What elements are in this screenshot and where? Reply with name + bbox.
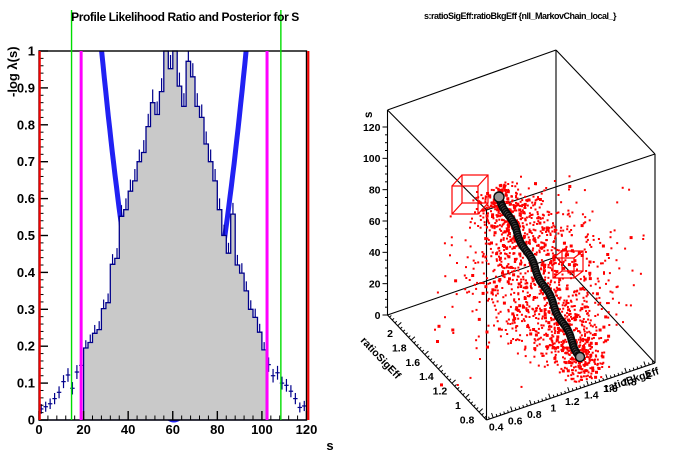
tick-label: 1.2: [433, 386, 448, 398]
sig-eff-axis: 0.8 1 1.2 1.4 1.6 1.8 2: [387, 315, 487, 426]
y-tick-label: 0.2: [17, 339, 35, 354]
x-tick-label: 80: [210, 422, 224, 437]
tick-label: 0.4: [489, 422, 504, 434]
chain-endcap-bottom: [574, 351, 586, 363]
mcmc-scatter3d-panel: 020406080100120s0.811.21.41.61.82ratioSi…: [358, 49, 661, 434]
z-tick-label: 60: [369, 216, 381, 228]
interval-marker-boxes: [451, 174, 584, 279]
tick-label: 1.4: [419, 371, 434, 383]
tick-label: 1.8: [392, 342, 407, 354]
z-axis-title: s: [363, 112, 375, 118]
x-tick-label: 120: [296, 422, 318, 437]
x-tick-label: 60: [166, 422, 180, 437]
profile-likelihood-panel: 0 20 40 60 80 100 120 0 0.1 0.2 0.3 0.4 0.5 0.6 0.7 0.8…: [5, 10, 334, 453]
tick-label: 2: [387, 328, 393, 340]
tick-label: 1.6: [603, 383, 618, 395]
y-tick-label: 0.1: [17, 376, 35, 391]
y-tick-label: 1: [28, 44, 35, 59]
y-tick-label: 0.6: [17, 191, 35, 206]
x-tick-label: 100: [251, 422, 273, 437]
marker-box-front: [451, 185, 479, 215]
z-tick-label: 120: [363, 122, 381, 134]
tick-label: 1.4: [584, 390, 599, 402]
y-tick-label: 0.4: [17, 265, 36, 280]
tick-label: 1.6: [406, 357, 421, 369]
x-tick-label: 0: [35, 422, 42, 437]
markov-chain-band: [493, 191, 586, 363]
z-tick-label: 0: [375, 310, 381, 322]
x-tick-label: 20: [76, 422, 90, 437]
y-tick-label: 0.3: [17, 302, 35, 317]
tick-label: 1.8: [622, 377, 637, 389]
tick-label: 1: [455, 400, 461, 412]
y-tick-label: 0: [28, 413, 35, 428]
right-plot-title: s:ratioSigEff:ratioBkgEff {nll_MarkovCha…: [423, 11, 617, 21]
tick-label: 0.6: [508, 415, 523, 427]
box-frame: [386, 49, 656, 421]
marker-box-back: [461, 174, 489, 204]
z-tick-label: 20: [369, 278, 381, 290]
y-tick-label: 0.8: [17, 117, 35, 132]
z-tick-label: 40: [369, 247, 381, 259]
bkg-eff-axis: 0.4 0.6 0.8 1 1.2 1.4 1.6 1.8 2: [488, 361, 654, 434]
bkg-eff-axis-title: ratioBkgEff: [603, 365, 661, 395]
tick-label: 2: [646, 370, 652, 382]
y-tick-label: 0.7: [17, 154, 35, 169]
z-tick-label: 100: [363, 153, 381, 165]
x-axis-title: s: [326, 438, 333, 453]
tick-label: 0.8: [527, 409, 542, 421]
chain-endcap-top: [493, 191, 505, 203]
z-axis: 0 20 40 60 80 100 120 s: [363, 112, 388, 322]
left-plot-title: Profile Likelihood Ratio and Posterior f…: [71, 10, 299, 24]
tick-label: 1.2: [565, 396, 580, 408]
y-tick-label: 0.5: [17, 228, 35, 243]
tick-label: 1: [550, 402, 556, 414]
y-tick-label: 0.9: [17, 80, 35, 95]
x-tick-label: 40: [121, 422, 135, 437]
z-tick-label: 80: [369, 184, 381, 196]
posterior-histogram-fill: [83, 51, 267, 420]
tick-label: 0.8: [460, 414, 475, 426]
y-axis-title: -log λ(s): [5, 46, 20, 97]
